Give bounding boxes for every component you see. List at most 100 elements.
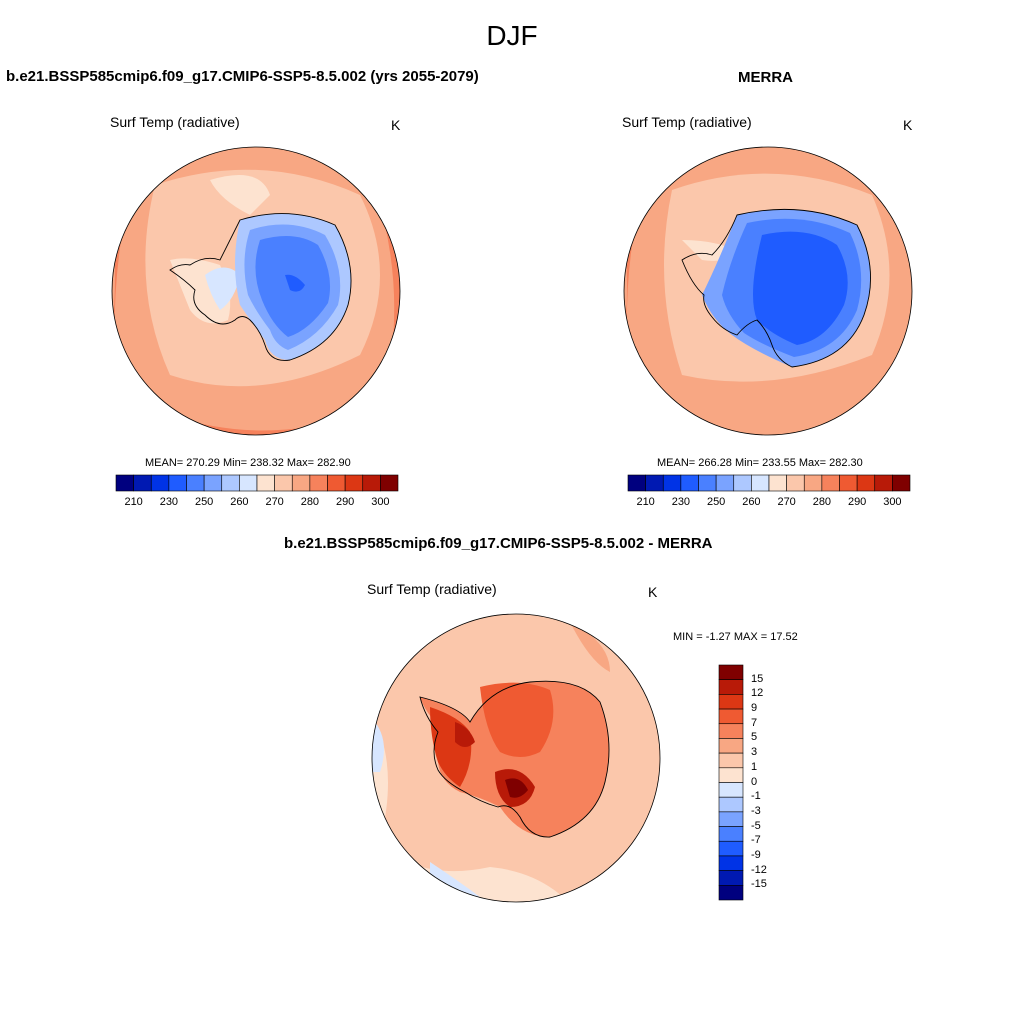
obs-colorbar-swatch	[698, 474, 717, 492]
obs-units-label: K	[903, 117, 913, 133]
diff-colorbar-swatch	[718, 796, 744, 813]
model-colorbar	[115, 474, 399, 492]
model-variable-label: Surf Temp (radiative)	[110, 114, 240, 130]
obs-panel-title: MERRA	[738, 69, 793, 86]
diff-colorbar-swatch	[718, 767, 744, 783]
model-stats: MEAN= 270.29 Min= 238.32 Max= 282.90	[145, 457, 351, 469]
diff-colorbar-label: -1	[751, 790, 761, 803]
model-colorbar-swatch	[274, 474, 293, 492]
model-colorbar-swatch	[239, 474, 258, 492]
model-colorbar-swatch	[186, 474, 205, 492]
obs-colorbar-label: 300	[883, 496, 902, 508]
diff-colorbar-label: 15	[751, 672, 764, 685]
model-colorbar-label: 210	[124, 496, 143, 508]
model-colorbar-swatch	[115, 474, 134, 492]
model-colorbar-label: 300	[371, 496, 390, 508]
diff-panel-title: b.e21.BSSP585cmip6.f09_g17.CMIP6-SSP5-8.…	[284, 535, 713, 552]
model-colorbar-label: 290	[335, 496, 355, 508]
diff-colorbar-swatch	[718, 708, 744, 725]
obs-colorbar	[627, 474, 911, 492]
model-colorbar-swatch	[203, 474, 223, 492]
obs-colorbar-swatch	[768, 474, 787, 492]
diff-colorbar-label: -15	[751, 878, 767, 891]
model-colorbar-swatch	[150, 474, 170, 492]
diff-colorbar-swatch	[718, 855, 744, 871]
obs-colorbar-swatch	[786, 474, 805, 492]
obs-colorbar-swatch	[821, 474, 840, 492]
obs-colorbar-label: 280	[812, 496, 832, 508]
obs-colorbar-swatch	[803, 474, 823, 492]
model-colorbar-label: 250	[194, 496, 214, 508]
diff-colorbar-swatch	[718, 723, 744, 739]
obs-colorbar-swatch	[733, 474, 752, 492]
model-colorbar-swatch	[256, 474, 275, 492]
model-colorbar-swatch	[168, 474, 187, 492]
diff-colorbar-swatch	[718, 826, 744, 842]
obs-stats: MEAN= 266.28 Min= 233.55 Max= 282.30	[657, 457, 863, 469]
obs-colorbar-label: 290	[847, 496, 867, 508]
diff-colorbar-label: 3	[751, 746, 758, 759]
diff-colorbar-swatch	[718, 870, 744, 886]
diff-colorbar-swatch	[718, 679, 744, 695]
model-colorbar-label: 270	[265, 496, 284, 508]
diff-map	[371, 613, 661, 903]
model-colorbar-swatch	[362, 474, 381, 492]
obs-colorbar-swatch	[751, 474, 770, 492]
diff-units-label: K	[648, 584, 658, 600]
diff-colorbar-swatch	[718, 694, 744, 710]
obs-colorbar-swatch	[874, 474, 893, 492]
diff-colorbar-swatch	[718, 752, 744, 769]
obs-colorbar-swatch	[856, 474, 876, 492]
diff-colorbar-label: -12	[751, 863, 767, 876]
figure-title: DJF	[486, 20, 538, 51]
obs-colorbar-swatch	[662, 474, 682, 492]
diff-colorbar-label: 5	[751, 731, 758, 744]
obs-colorbar-swatch	[839, 474, 858, 492]
model-units-label: K	[391, 117, 401, 133]
diff-colorbar-label: -9	[751, 848, 761, 861]
diff-colorbar-swatch	[718, 664, 744, 680]
obs-colorbar-label: 250	[706, 496, 726, 508]
obs-colorbar-labels: 210 230 250 260 270 280 290 300	[628, 496, 910, 510]
model-colorbar-swatch	[133, 474, 152, 492]
diff-colorbar-label: -7	[751, 834, 761, 847]
model-colorbar-swatch	[291, 474, 311, 492]
model-panel-title: b.e21.BSSP585cmip6.f09_g17.CMIP6-SSP5-8.…	[6, 68, 479, 85]
model-map	[111, 146, 401, 436]
diff-colorbar-swatch	[718, 885, 744, 901]
diff-variable-label: Surf Temp (radiative)	[367, 581, 497, 597]
diff-colorbar-swatch	[718, 738, 744, 754]
model-colorbar-label: 230	[159, 496, 179, 508]
diff-colorbar	[718, 664, 744, 901]
obs-colorbar-label: 230	[671, 496, 691, 508]
diff-colorbar-label: -5	[751, 819, 761, 832]
obs-variable-label: Surf Temp (radiative)	[622, 114, 752, 130]
diff-colorbar-label: 0	[751, 775, 758, 788]
obs-colorbar-swatch	[892, 474, 911, 492]
diff-colorbar-swatch	[718, 840, 744, 857]
diff-colorbar-label: 12	[751, 687, 764, 700]
model-colorbar-label: 280	[300, 496, 320, 508]
diff-colorbar-swatch	[718, 782, 744, 798]
diff-colorbar-label: -3	[751, 804, 761, 817]
obs-colorbar-swatch	[645, 474, 664, 492]
obs-map	[623, 146, 913, 436]
model-colorbar-labels: 210 230 250 260 270 280 290 300	[116, 496, 398, 510]
diff-colorbar-swatch	[718, 811, 744, 827]
diff-stats: MIN = -1.27 MAX = 17.52	[673, 631, 798, 643]
model-colorbar-swatch	[309, 474, 328, 492]
diff-colorbar-label: 1	[751, 760, 758, 773]
obs-colorbar-swatch	[680, 474, 699, 492]
model-colorbar-swatch	[327, 474, 346, 492]
model-colorbar-swatch	[221, 474, 240, 492]
diff-colorbar-label: 9	[751, 702, 758, 715]
model-colorbar-label: 260	[230, 496, 249, 508]
obs-colorbar-swatch	[627, 474, 646, 492]
obs-colorbar-label: 260	[742, 496, 761, 508]
obs-colorbar-label: 210	[636, 496, 655, 508]
model-colorbar-swatch	[380, 474, 399, 492]
diff-colorbar-label: 7	[751, 716, 758, 729]
obs-colorbar-swatch	[715, 474, 735, 492]
diff-colorbar-labels: 15 12 9 7 5 3 1 0 -1 -3 -5 -7 -9 -12 -15	[751, 665, 791, 900]
obs-colorbar-label: 270	[777, 496, 796, 508]
